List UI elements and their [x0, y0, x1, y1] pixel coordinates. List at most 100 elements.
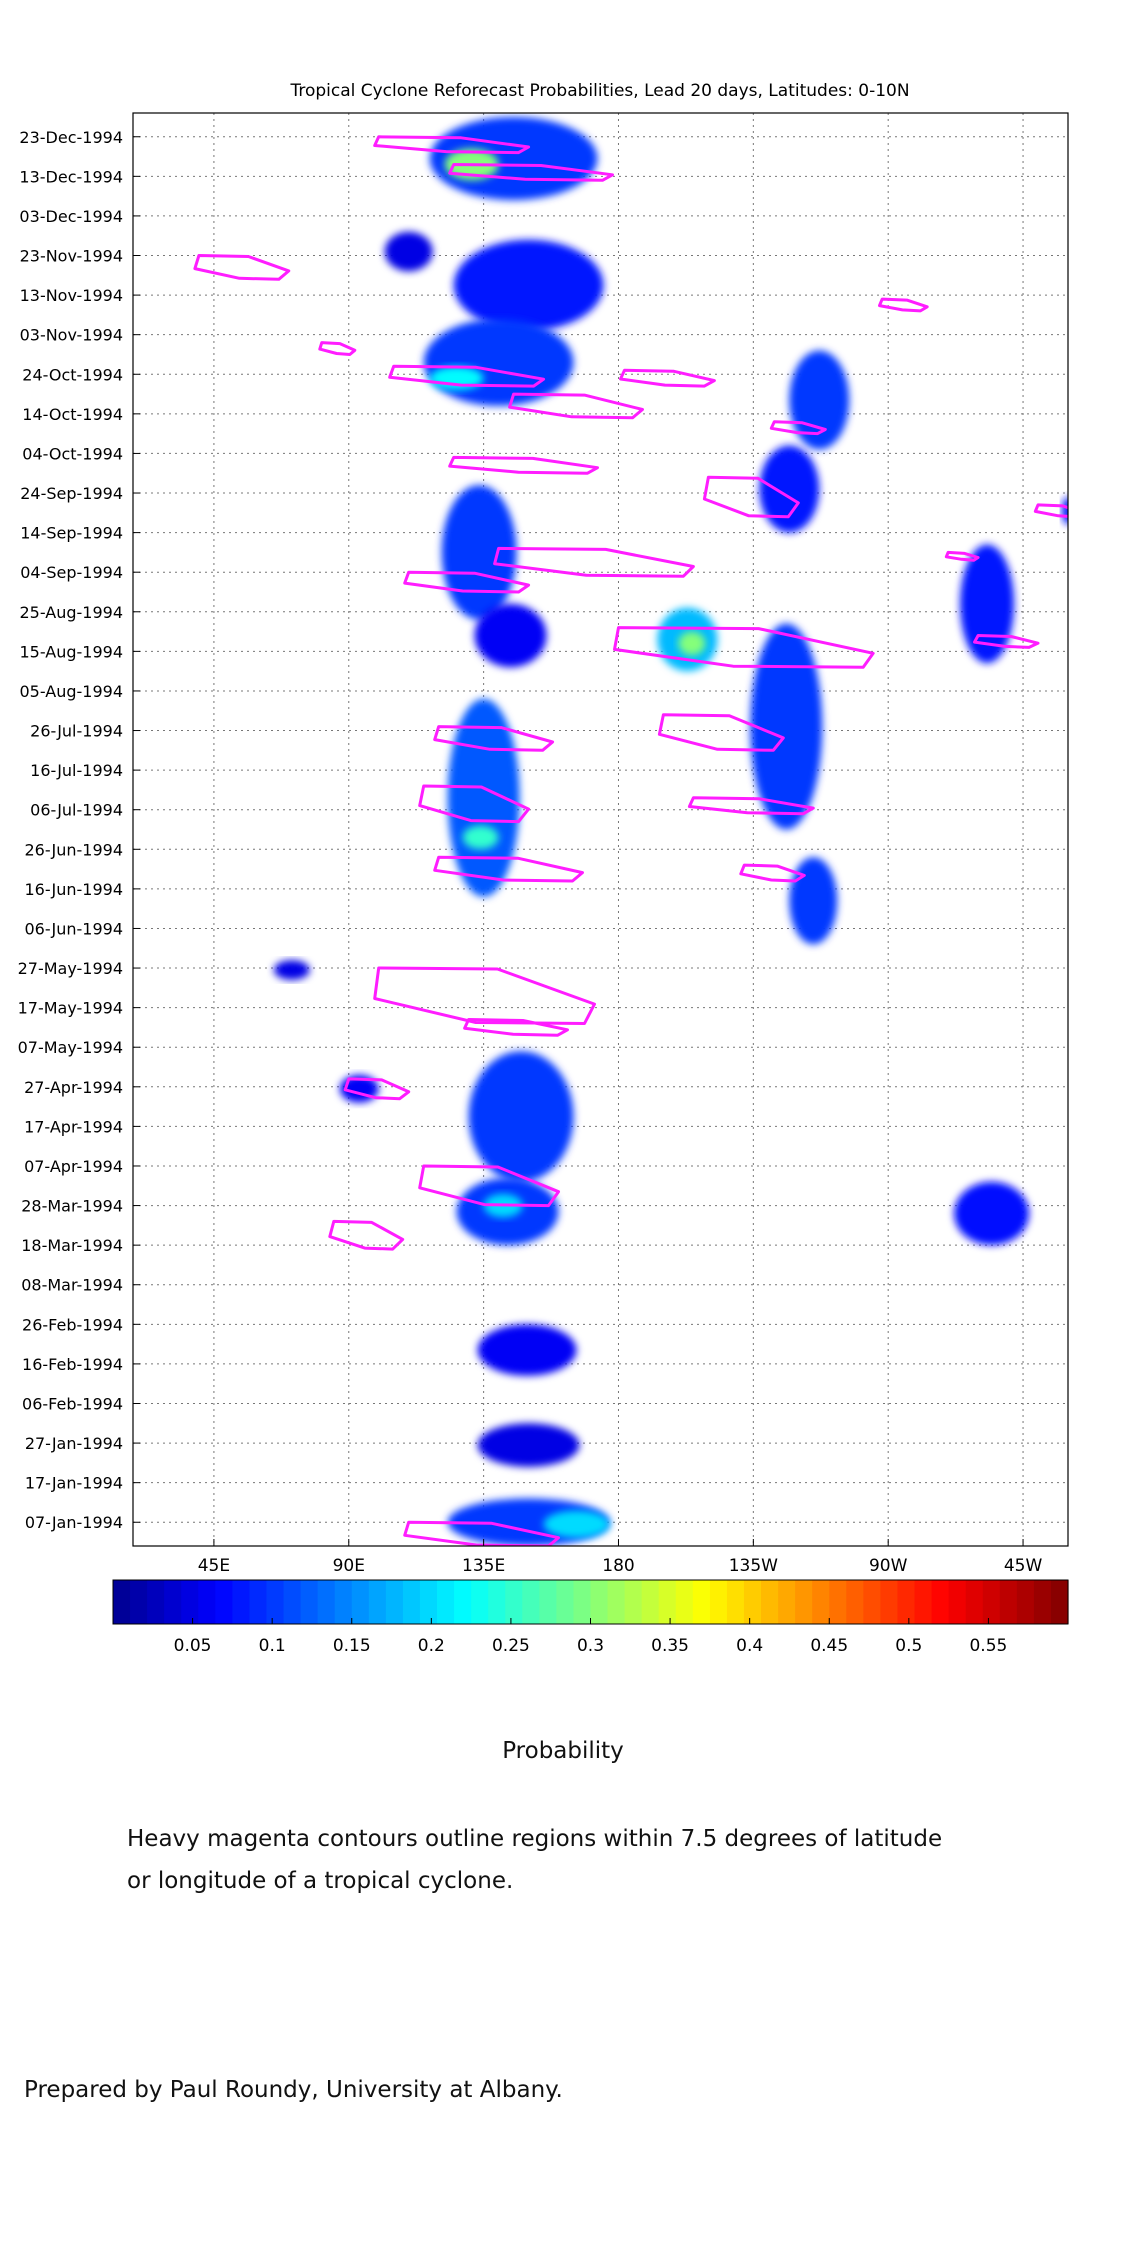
- cyclone-contour: [418, 784, 531, 824]
- colorbar-cell: [641, 1580, 660, 1624]
- colorbar-cell: [539, 1580, 557, 1624]
- cyclone-contour: [343, 1077, 411, 1101]
- cyclone-contour: [388, 364, 546, 388]
- x-tick-label: 135W: [729, 1556, 778, 1576]
- colorbar-cell: [368, 1580, 387, 1624]
- colorbar-cell: [249, 1580, 268, 1624]
- y-tick-label: 18-Mar-1994: [21, 1236, 123, 1255]
- colorbar-cell: [385, 1580, 404, 1624]
- x-tick-label: 45E: [198, 1556, 230, 1576]
- y-tick-label: 17-Jan-1994: [25, 1474, 123, 1493]
- probability-region: [759, 445, 820, 533]
- colorbar-cell: [1050, 1580, 1069, 1624]
- probability-region: [441, 485, 517, 620]
- y-tick-label: 26-Jun-1994: [24, 840, 123, 859]
- y-tick-label: 26-Jul-1994: [30, 722, 123, 741]
- y-tick-label: 13-Dec-1994: [19, 167, 123, 186]
- colorbar-cell: [692, 1580, 711, 1624]
- colorbar-cell: [334, 1580, 353, 1624]
- cyclone-contour: [418, 1164, 560, 1208]
- colorbar-cell: [164, 1580, 182, 1624]
- colorbar-cell: [778, 1580, 796, 1624]
- cyclone-contour: [769, 420, 827, 436]
- cyclone-contours: [193, 135, 1068, 1546]
- cyclone-contour: [619, 368, 716, 388]
- y-tick-label: 16-Jun-1994: [24, 880, 123, 899]
- y-tick-label: 27-Apr-1994: [24, 1078, 123, 1097]
- colorbar-tick-label: 0.25: [492, 1636, 530, 1656]
- y-tick-label: 14-Oct-1994: [22, 405, 123, 424]
- colorbar-cell: [709, 1580, 728, 1624]
- colorbar-tick-label: 0.2: [418, 1636, 445, 1656]
- colorbar-tick-label: 0.55: [969, 1636, 1007, 1656]
- cyclone-contour: [739, 863, 806, 883]
- colorbar-cell: [948, 1580, 967, 1624]
- cyclone-contour: [318, 341, 357, 356]
- y-tick-label: 27-May-1994: [18, 959, 123, 978]
- chart-title: Tropical Cyclone Reforecast Probabilitie…: [289, 81, 909, 101]
- colorbar-cell: [232, 1580, 251, 1624]
- cyclone-contour: [433, 725, 555, 752]
- colorbar-cell: [556, 1580, 575, 1624]
- contour-note-line-1: Heavy magenta contours outline regions w…: [127, 1826, 943, 1852]
- colorbar-cell: [454, 1580, 472, 1624]
- colorbar-cell: [113, 1580, 131, 1624]
- cyclone-contour: [328, 1219, 405, 1251]
- y-tick-label: 25-Aug-1994: [19, 603, 123, 622]
- probability-region: [1062, 496, 1068, 525]
- colorbar-tick-label: 0.4: [736, 1636, 763, 1656]
- colorbar-cell: [402, 1580, 421, 1624]
- x-tick-label: 135E: [462, 1556, 505, 1576]
- colorbar-cell: [198, 1580, 216, 1624]
- cyclone-contour: [193, 254, 291, 281]
- probability-region: [468, 1051, 574, 1182]
- y-tick-label: 16-Jul-1994: [30, 761, 123, 780]
- y-tick-label: 08-Mar-1994: [21, 1276, 123, 1295]
- colorbar-cell: [761, 1580, 779, 1624]
- colorbar-cell: [419, 1580, 438, 1624]
- y-tick-label: 04-Oct-1994: [22, 444, 123, 463]
- colorbar-cell: [726, 1580, 745, 1624]
- y-tick-label: 03-Dec-1994: [19, 207, 123, 226]
- cyclone-contour: [373, 135, 531, 155]
- probability-region: [954, 1181, 1030, 1246]
- y-tick-label: 05-Aug-1994: [19, 682, 123, 701]
- cyclone-contour: [613, 626, 875, 669]
- x-tick-label: 90E: [333, 1556, 365, 1576]
- y-tick-label: 13-Nov-1994: [20, 286, 123, 305]
- colorbar-cell: [317, 1580, 336, 1624]
- chart-figure: Tropical Cyclone Reforecast Probabilitie…: [18, 81, 1069, 1656]
- y-tick-label: 27-Jan-1994: [25, 1434, 123, 1453]
- y-tick-label: 17-Apr-1994: [24, 1117, 123, 1136]
- probability-region: [789, 857, 838, 945]
- colorbar-tick-label: 0.15: [333, 1636, 371, 1656]
- colorbar-cell: [795, 1580, 813, 1624]
- cyclone-contour: [508, 392, 644, 420]
- probability-region: [789, 350, 850, 450]
- credit-line: Prepared by Paul Roundy, University at A…: [24, 2077, 563, 2103]
- x-tick-label: 45W: [1004, 1556, 1043, 1576]
- cyclone-contour: [973, 634, 1040, 649]
- probability-region: [543, 1510, 610, 1539]
- probability-region: [423, 318, 574, 406]
- cyclone-contour: [944, 550, 980, 562]
- y-axis-ticks: 07-Jan-1994 17-Jan-1994 27-Jan-1994 06-Feb-…: [18, 128, 140, 1532]
- colorbar-cell: [147, 1580, 165, 1624]
- y-tick-label: 15-Aug-1994: [19, 642, 123, 661]
- probability-region: [474, 603, 547, 668]
- y-tick-label: 26-Feb-1994: [22, 1315, 123, 1334]
- y-tick-label: 07-Apr-1994: [24, 1157, 123, 1176]
- probability-region: [960, 544, 1015, 664]
- colorbar-cell: [982, 1580, 1001, 1624]
- cyclone-contour: [433, 855, 584, 883]
- colorbar-cell: [999, 1580, 1018, 1624]
- colorbar-cell: [1016, 1580, 1035, 1624]
- colorbar-cell: [829, 1580, 847, 1624]
- colorbar-cell: [743, 1580, 762, 1624]
- y-tick-label: 17-May-1994: [18, 999, 123, 1018]
- y-tick-label: 23-Dec-1994: [19, 128, 123, 147]
- probability-region: [273, 960, 310, 980]
- colorbar-cell: [607, 1580, 626, 1624]
- cyclone-contour: [878, 297, 929, 313]
- y-tick-label: 07-May-1994: [18, 1038, 123, 1057]
